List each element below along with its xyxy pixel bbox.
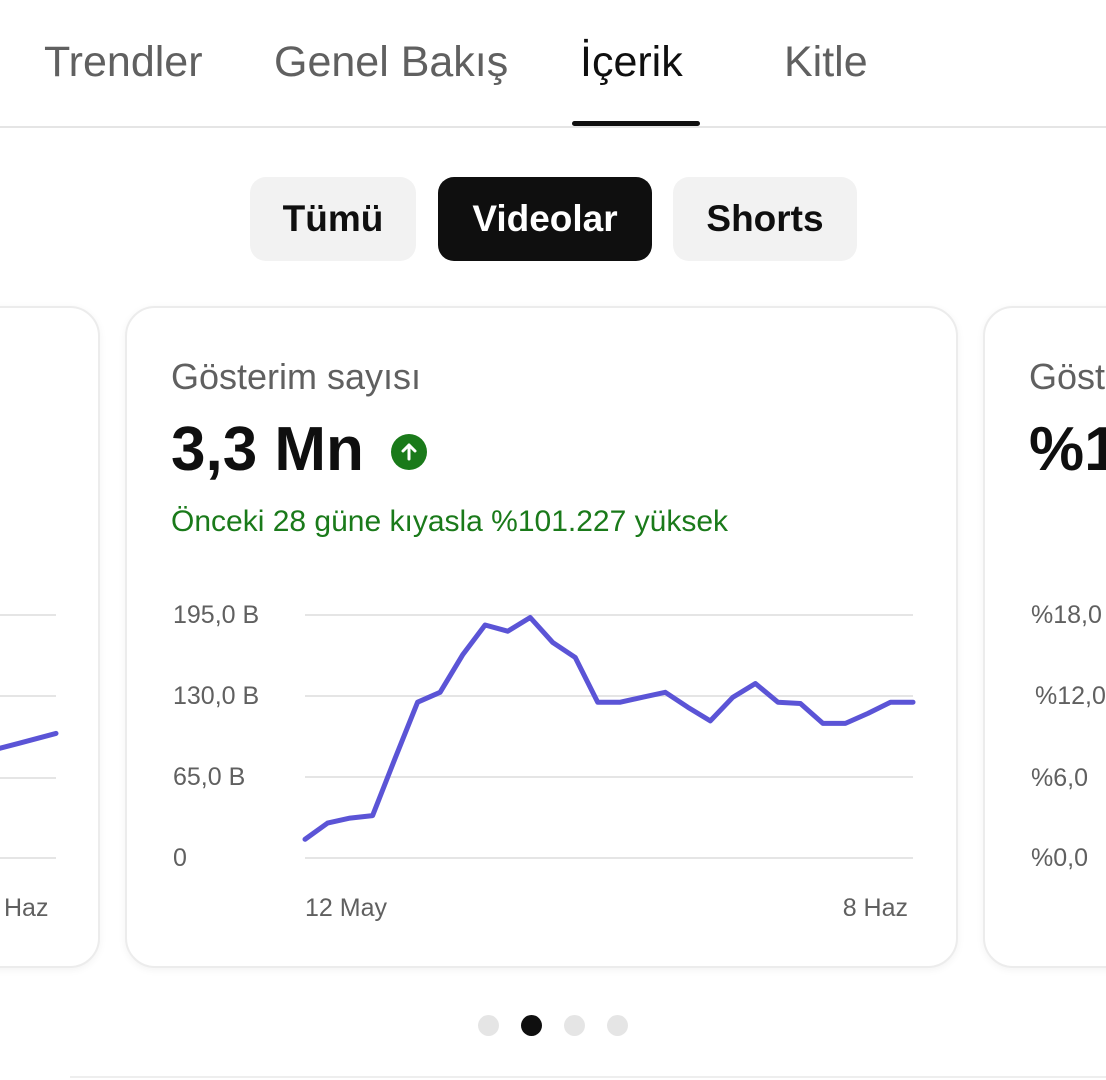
gridline	[305, 614, 913, 616]
metric-card-next[interactable]: Göst %1 %18,0 %12,0 %6,0 %0,0	[983, 306, 1106, 968]
x-axis-end-label: 8 Haz	[842, 894, 908, 922]
gridline	[0, 777, 56, 779]
tab-overview[interactable]: Genel Bakış	[274, 38, 509, 86]
top-tab-bar: Trendler Genel Bakış İçerik Kitle	[0, 0, 1106, 128]
metric-title: Göst	[1029, 356, 1106, 397]
impressions-chart	[302, 615, 916, 842]
y-tick-label: %6,0	[1031, 764, 1088, 792]
active-tab-indicator	[572, 121, 700, 126]
pagination-dot[interactable]	[521, 1015, 542, 1036]
pagination-dot[interactable]	[607, 1015, 628, 1036]
y-tick-label: 130,0 B	[173, 682, 260, 710]
x-axis-end-label: Haz	[4, 894, 49, 922]
metric-comparison: Önceki 28 güne kıyasla %101.227 yüksek	[171, 505, 729, 538]
y-tick-label: 0	[173, 844, 187, 872]
pagination-dot[interactable]	[564, 1015, 585, 1036]
metric-title: Gösterim sayısı	[171, 356, 422, 397]
metric-card-impressions[interactable]: Gösterim sayısı 3,3 Mn Önceki 28 güne kı…	[125, 306, 958, 968]
y-tick-label: 65,0 B	[173, 763, 246, 791]
y-tick-label: %12,0	[1035, 682, 1106, 710]
tab-audience[interactable]: Kitle	[784, 38, 868, 86]
bottom-divider	[70, 1076, 1106, 1078]
gridline	[0, 614, 56, 616]
tab-trends[interactable]: Trendler	[44, 38, 203, 86]
gridline	[305, 695, 913, 697]
impressions-series-line	[302, 615, 916, 842]
gridline	[305, 857, 913, 859]
metric-value: 3,3 Mn	[171, 415, 364, 484]
tab-content[interactable]: İçerik	[580, 38, 683, 86]
y-tick-label: %0,0	[1031, 844, 1088, 872]
filter-chip-shorts[interactable]: Shorts	[673, 177, 857, 261]
gridline	[305, 776, 913, 778]
gridline	[0, 857, 56, 859]
arrow-up-icon	[391, 434, 427, 470]
previous-chart-line	[0, 730, 59, 751]
y-tick-label: %18,0	[1031, 601, 1102, 629]
filter-chip-all[interactable]: Tümü	[250, 177, 416, 261]
filter-chip-videos[interactable]: Videolar	[438, 177, 652, 261]
gridline	[0, 695, 56, 697]
x-axis-start-label: 12 May	[305, 894, 387, 922]
tab-bar-divider	[0, 126, 1106, 128]
y-tick-label: 195,0 B	[173, 601, 260, 629]
metric-value: %1	[1029, 415, 1106, 484]
previous-series-line	[0, 730, 59, 751]
metric-card-previous[interactable]: Haz	[0, 306, 100, 968]
pagination-dot[interactable]	[478, 1015, 499, 1036]
